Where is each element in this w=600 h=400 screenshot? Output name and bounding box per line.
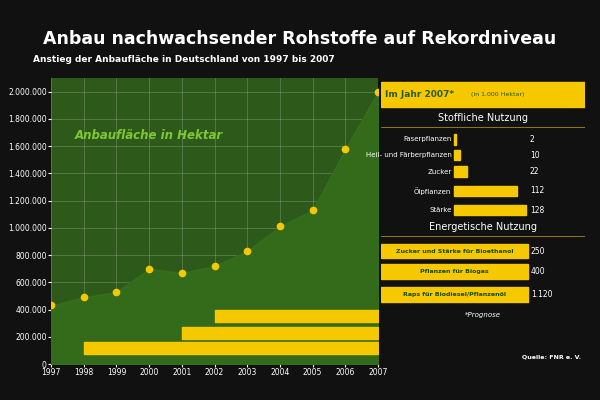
Text: Stoffliche Nutzung: Stoffliche Nutzung xyxy=(438,113,528,123)
Text: Pflanzen für Biogas: Pflanzen für Biogas xyxy=(420,270,489,274)
Bar xyxy=(381,244,528,258)
Bar xyxy=(454,134,455,145)
Text: Zucker und Stärke für Bioethanol: Zucker und Stärke für Bioethanol xyxy=(395,248,513,254)
Text: Stärke: Stärke xyxy=(429,207,451,213)
Text: 250: 250 xyxy=(531,246,545,256)
Text: Zucker: Zucker xyxy=(427,168,451,174)
Text: 10: 10 xyxy=(530,151,539,160)
Text: 112: 112 xyxy=(530,186,544,196)
Text: 128: 128 xyxy=(530,206,544,215)
Text: Quelle: FNR e. V.: Quelle: FNR e. V. xyxy=(522,354,581,359)
Bar xyxy=(381,82,585,106)
Text: Raps für Biodiesel/Pflanzenöl: Raps für Biodiesel/Pflanzenöl xyxy=(403,292,506,297)
Bar xyxy=(454,166,467,177)
Text: Faserpflanzen: Faserpflanzen xyxy=(403,136,451,142)
Text: 22: 22 xyxy=(530,167,539,176)
Text: *Prognose: *Prognose xyxy=(465,312,501,318)
Bar xyxy=(454,150,460,160)
Text: Anbaufläche in Hektar: Anbaufläche in Hektar xyxy=(75,129,223,142)
Text: Heil- und Färberpflanzen: Heil- und Färberpflanzen xyxy=(365,152,451,158)
Text: 2: 2 xyxy=(530,135,535,144)
Text: Anstieg der Anbaufläche in Deutschland von 1997 bis 2007: Anstieg der Anbaufläche in Deutschland v… xyxy=(33,55,335,64)
Text: 1.120: 1.120 xyxy=(531,290,553,299)
Text: (in 1.000 Hektar): (in 1.000 Hektar) xyxy=(469,92,524,97)
Text: 400: 400 xyxy=(531,268,545,276)
Bar xyxy=(454,186,517,196)
Bar xyxy=(454,205,526,215)
Text: Energetische Nutzung: Energetische Nutzung xyxy=(429,222,537,232)
Bar xyxy=(381,287,528,302)
Text: Anbau nachwachsender Rohstoffe auf Rekordniveau: Anbau nachwachsender Rohstoffe auf Rekor… xyxy=(43,30,557,48)
Text: Ölpflanzen: Ölpflanzen xyxy=(414,187,451,195)
Bar xyxy=(381,264,528,279)
Text: Im Jahr 2007*: Im Jahr 2007* xyxy=(385,90,454,99)
